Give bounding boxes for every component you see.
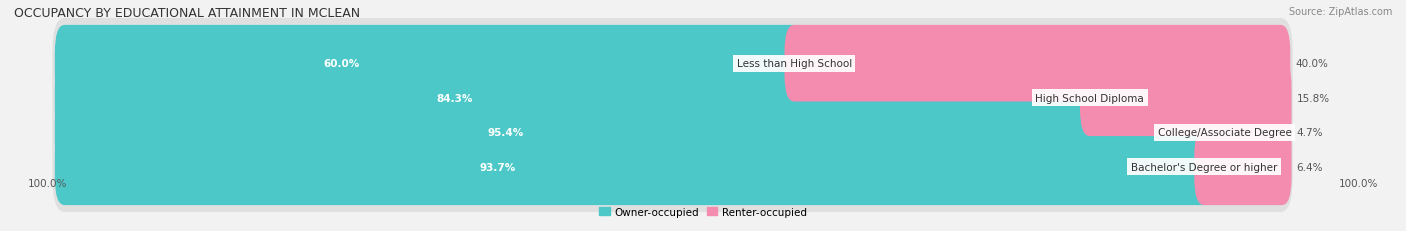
Text: Source: ZipAtlas.com: Source: ZipAtlas.com — [1288, 7, 1392, 17]
FancyBboxPatch shape — [52, 19, 1292, 109]
FancyBboxPatch shape — [55, 129, 1213, 205]
FancyBboxPatch shape — [55, 26, 804, 102]
Text: 60.0%: 60.0% — [323, 59, 360, 69]
Text: 95.4%: 95.4% — [488, 128, 523, 138]
Text: 100.0%: 100.0% — [1339, 178, 1378, 188]
FancyBboxPatch shape — [52, 88, 1292, 178]
FancyBboxPatch shape — [785, 26, 1291, 102]
FancyBboxPatch shape — [52, 53, 1292, 143]
Text: OCCUPANCY BY EDUCATIONAL ATTAINMENT IN MCLEAN: OCCUPANCY BY EDUCATIONAL ATTAINMENT IN M… — [14, 7, 360, 20]
FancyBboxPatch shape — [55, 60, 1099, 137]
FancyBboxPatch shape — [55, 94, 1234, 171]
FancyBboxPatch shape — [1080, 60, 1292, 137]
Text: 84.3%: 84.3% — [436, 93, 472, 103]
FancyBboxPatch shape — [1215, 94, 1292, 171]
Text: 93.7%: 93.7% — [479, 162, 516, 172]
Text: 6.4%: 6.4% — [1296, 162, 1323, 172]
FancyBboxPatch shape — [1194, 129, 1292, 205]
Text: 100.0%: 100.0% — [28, 178, 67, 188]
Legend: Owner-occupied, Renter-occupied: Owner-occupied, Renter-occupied — [599, 207, 807, 217]
Text: High School Diploma: High School Diploma — [1035, 93, 1144, 103]
Text: 40.0%: 40.0% — [1295, 59, 1329, 69]
Text: 4.7%: 4.7% — [1296, 128, 1323, 138]
FancyBboxPatch shape — [52, 122, 1292, 212]
Text: Less than High School: Less than High School — [737, 59, 852, 69]
Text: College/Associate Degree: College/Associate Degree — [1157, 128, 1292, 138]
Text: Bachelor's Degree or higher: Bachelor's Degree or higher — [1130, 162, 1277, 172]
Text: 15.8%: 15.8% — [1296, 93, 1330, 103]
